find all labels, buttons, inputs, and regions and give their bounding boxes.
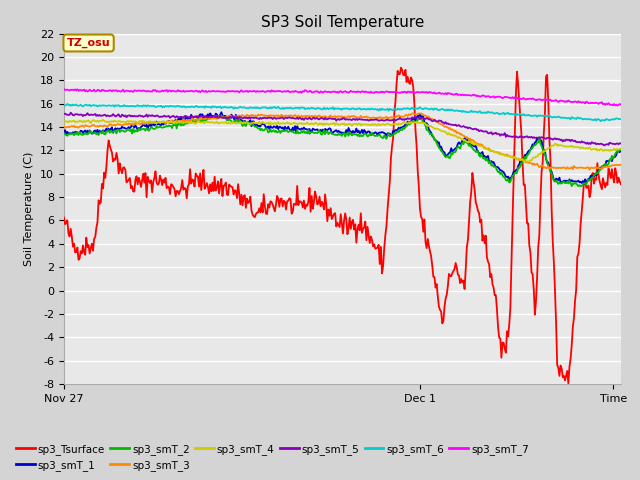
Title: SP3 Soil Temperature: SP3 Soil Temperature xyxy=(260,15,424,30)
Text: TZ_osu: TZ_osu xyxy=(67,38,111,48)
Y-axis label: Soil Temperature (C): Soil Temperature (C) xyxy=(24,152,35,266)
Legend: sp3_Tsurface, sp3_smT_1, sp3_smT_2, sp3_smT_3, sp3_smT_4, sp3_smT_5, sp3_smT_6, : sp3_Tsurface, sp3_smT_1, sp3_smT_2, sp3_… xyxy=(12,439,533,475)
